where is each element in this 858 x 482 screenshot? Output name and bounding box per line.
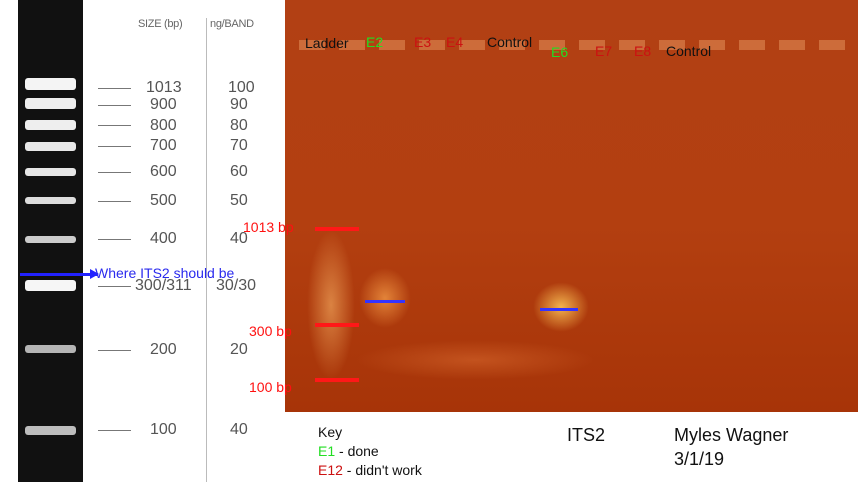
ladder-band	[25, 142, 76, 151]
size-label: 600	[150, 163, 177, 180]
ng-header: ng/BAND	[210, 18, 254, 30]
ladder-image	[18, 0, 83, 482]
column-divider	[206, 18, 207, 482]
size-header: SIZE (bp)	[138, 18, 183, 30]
its2-band-line	[540, 308, 578, 311]
size-tick	[98, 125, 131, 126]
primer-dimer-glow	[355, 340, 595, 380]
size-tick	[98, 430, 131, 431]
marker-300-label: 300 bp	[249, 323, 292, 339]
marker-100-label: 100 bp	[249, 379, 292, 395]
ladder-band	[25, 197, 76, 204]
key-fail-code: E12	[318, 462, 343, 478]
size-label: 300/311	[135, 277, 192, 294]
date-label: 3/1/19	[674, 449, 725, 469]
key-title: Key	[318, 424, 343, 440]
key-done-text: - done	[335, 443, 379, 459]
size-label: 1013	[146, 79, 182, 96]
ladder-band	[25, 426, 76, 435]
gel-image: Ladder E2 E3 E4 Control E6 E7 E8 Control	[285, 0, 858, 412]
size-label: 100	[150, 421, 177, 438]
key-done-code: E1	[318, 443, 336, 459]
ng-label: 100	[228, 79, 255, 96]
ladder-smear	[307, 230, 355, 380]
size-tick	[98, 286, 131, 287]
lane-e3-label: E3	[414, 34, 432, 50]
wells	[285, 40, 858, 50]
lane-e6-label: E6	[551, 44, 569, 60]
ng-label: 20	[230, 341, 248, 358]
ladder-band	[25, 280, 76, 291]
size-tick	[98, 201, 131, 202]
band-glow	[359, 268, 411, 328]
size-tick	[98, 88, 131, 89]
lane-ladder-label: Ladder	[305, 35, 349, 51]
size-tick	[98, 172, 131, 173]
size-tick	[98, 146, 131, 147]
its2-expected-line	[20, 273, 98, 276]
its2-arrow-icon	[90, 269, 99, 279]
lane-e7-label: E7	[595, 43, 613, 59]
size-label: 400	[150, 230, 177, 247]
marker-300-line	[315, 323, 359, 327]
ng-label: 90	[230, 96, 248, 113]
size-tick	[98, 239, 131, 240]
ladder-band	[25, 98, 76, 109]
ng-label: 50	[230, 192, 248, 209]
marker-1013-label: 1013 bp	[243, 219, 294, 235]
lane-e8-label: E8	[634, 43, 652, 59]
ladder-band	[25, 78, 76, 90]
its2-annotation: Where ITS2 should be	[95, 265, 235, 281]
size-label: 900	[150, 96, 177, 113]
ladder-band	[25, 168, 76, 176]
ng-label: 70	[230, 137, 248, 154]
ng-label: 30/30	[216, 277, 257, 294]
ng-label: 40	[230, 230, 248, 247]
size-tick	[98, 350, 131, 351]
lane-e4-label: E4	[446, 34, 464, 50]
its2-band-line	[365, 300, 405, 303]
marker-1013-line	[315, 227, 359, 231]
gene-label: ITS2	[567, 425, 606, 445]
size-tick	[98, 105, 131, 106]
ng-label: 40	[230, 421, 248, 438]
size-label: 700	[150, 137, 177, 154]
ladder-band	[25, 345, 76, 353]
size-label: 800	[150, 117, 177, 134]
author-label: Myles Wagner	[674, 425, 789, 445]
marker-100-line	[315, 378, 359, 382]
lane-control-label: Control	[487, 34, 533, 50]
ng-label: 60	[230, 163, 248, 180]
ladder-band	[25, 236, 76, 243]
key-done: E1 - done	[318, 443, 379, 459]
band-glow	[533, 282, 589, 332]
key-fail-text: - didn't work	[342, 462, 422, 478]
key-fail: E12 - didn't work	[318, 462, 422, 478]
lane-e2-label: E2	[366, 34, 384, 50]
ng-label: 80	[230, 117, 248, 134]
size-label: 200	[150, 341, 177, 358]
lane-control-label: Control	[666, 43, 712, 59]
size-label: 500	[150, 192, 177, 209]
ladder-band	[25, 120, 76, 130]
